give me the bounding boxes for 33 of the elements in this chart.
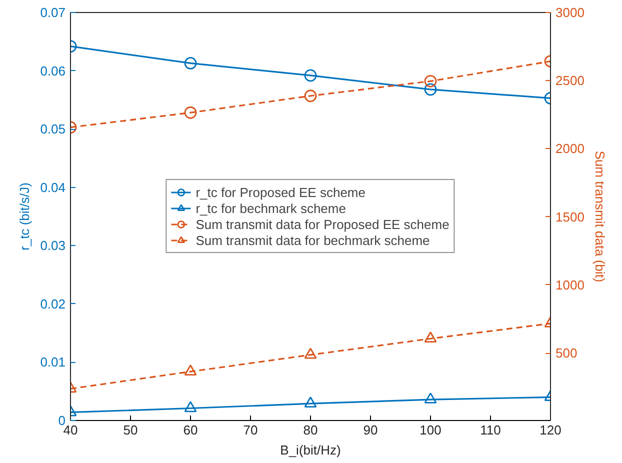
x-tick-label: 80 bbox=[303, 422, 318, 438]
point bbox=[304, 348, 317, 359]
y-tick-label: 0 bbox=[58, 413, 66, 428]
y-tick-label: 0.02 bbox=[40, 296, 66, 312]
legend-label: Sum transmit data for Proposed EE scheme bbox=[196, 216, 450, 232]
x-tick-label: 100 bbox=[420, 422, 442, 438]
point bbox=[304, 396, 317, 408]
y-tick-label: 0.03 bbox=[40, 238, 66, 254]
y2-tick-label: 1000 bbox=[556, 277, 584, 292]
y2-tick-label: 1500 bbox=[556, 209, 584, 224]
x-tick-label: 60 bbox=[183, 422, 198, 438]
point bbox=[304, 69, 317, 82]
legend-label: r_tc for bechmark scheme bbox=[196, 200, 346, 216]
x-tick-label: 90 bbox=[363, 422, 378, 438]
x-tick-label: 70 bbox=[243, 422, 258, 438]
y-tick-label: 0.04 bbox=[40, 180, 66, 195]
y2-tick-label: 2500 bbox=[556, 73, 584, 88]
y-tick-label: 0.05 bbox=[40, 122, 66, 137]
y-axis-title: r_tc (bit/s/J) bbox=[17, 182, 32, 250]
y2-tick-label: 500 bbox=[556, 346, 578, 361]
y2-axis-title: Sum transmit data (bit) bbox=[592, 150, 608, 282]
y-tick-label: 0.06 bbox=[40, 63, 66, 78]
x-axis-title: B_i(bit/Hz) bbox=[280, 442, 341, 458]
x-tick-label: 110 bbox=[480, 422, 501, 438]
x-tick-label: 50 bbox=[123, 422, 138, 438]
point bbox=[304, 90, 317, 102]
y2-tick-label: 2000 bbox=[556, 141, 584, 156]
y2-tick-label: 3000 bbox=[556, 5, 584, 20]
legend-label: r_tc for Proposed EE scheme bbox=[196, 184, 366, 200]
y-tick-label: 0.07 bbox=[40, 5, 66, 20]
legend-label: Sum transmit data for bechmark scheme bbox=[196, 232, 430, 248]
y-tick-label: 0.01 bbox=[40, 354, 66, 370]
x-tick-label: 120 bbox=[540, 422, 562, 438]
